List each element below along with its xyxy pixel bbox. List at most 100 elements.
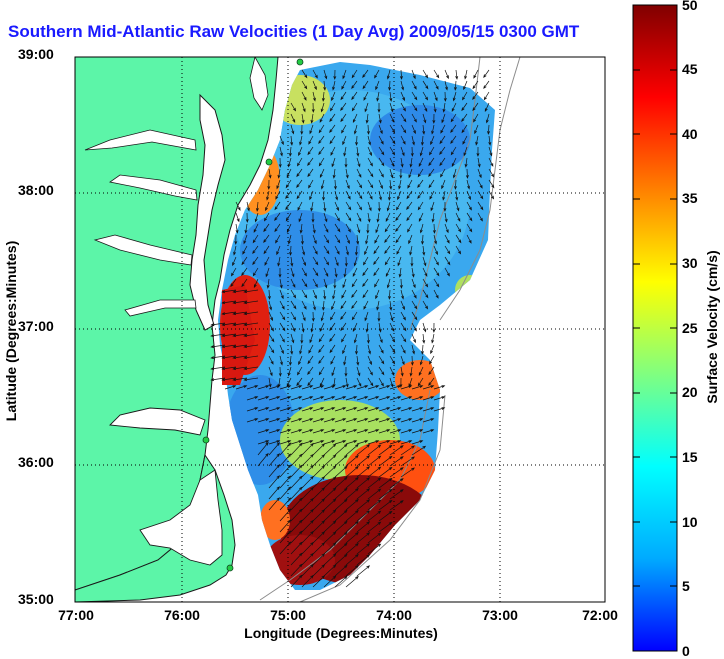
velocity-arrow (451, 102, 457, 112)
velocity-arrow (312, 440, 325, 445)
velocity-arrow (241, 256, 248, 266)
velocity-arrow (331, 157, 336, 168)
velocity-arrow (235, 212, 240, 223)
velocity-arrow (268, 475, 281, 489)
velocity-arrow (345, 179, 350, 190)
velocity-arrow (312, 418, 325, 423)
velocity-arrow (433, 289, 439, 299)
velocity-arrow (356, 179, 363, 189)
velocity-arrow (266, 278, 270, 289)
velocity-arrow (301, 407, 314, 412)
velocity-arrow (312, 509, 326, 522)
velocity-arrow (232, 322, 248, 327)
velocity-arrow (422, 385, 435, 390)
velocity-arrow (279, 396, 292, 401)
velocity-arrow (452, 168, 457, 179)
velocity-arrow (279, 453, 292, 467)
velocity-arrow (345, 407, 358, 412)
velocity-arrow (411, 102, 418, 112)
velocity-arrow (367, 510, 382, 522)
velocity-arrow (352, 113, 358, 124)
velocity-arrow (421, 344, 424, 355)
velocity-arrow (279, 508, 292, 522)
velocity-arrow (323, 553, 337, 566)
velocity-arrow (290, 113, 296, 123)
velocity-arrow (221, 311, 237, 316)
velocity-arrow (341, 124, 347, 134)
velocity-arrow (473, 113, 479, 123)
velocity-arrow (312, 498, 326, 511)
velocity-arrow (406, 190, 413, 200)
velocity-arrow (252, 245, 259, 255)
velocity-arrow (235, 223, 239, 234)
velocity-arrow (351, 289, 358, 299)
velocity-arrow (232, 289, 248, 294)
velocity-arrow (301, 574, 314, 588)
velocity-arrow (465, 168, 469, 179)
x-tick-label: 75:00 (270, 607, 306, 623)
velocity-arrow (334, 498, 348, 511)
velocity-arrow (367, 429, 380, 434)
velocity-arrow (488, 135, 492, 146)
velocity-arrow (411, 278, 416, 289)
velocity-arrow (461, 102, 468, 112)
velocity-arrow (353, 256, 358, 267)
velocity-arrow (411, 124, 416, 135)
velocity-arrow (345, 477, 359, 489)
velocity-arrow (444, 212, 448, 223)
velocity-arrow (288, 146, 292, 157)
velocity-arrow (422, 322, 427, 333)
velocity-arrow (431, 333, 435, 344)
velocity-arrow (268, 407, 281, 412)
velocity-arrow (455, 223, 462, 233)
velocity-arrow (296, 157, 303, 167)
velocity-arrow (279, 300, 285, 310)
y-tick-label: 37:00 (18, 318, 54, 334)
velocity-arrow (301, 552, 314, 566)
velocity-arrow (323, 418, 336, 423)
velocity-arrow (254, 212, 259, 223)
velocity-arrow (312, 385, 325, 390)
velocity-arrow (373, 245, 380, 255)
velocity-arrow (312, 454, 326, 467)
velocity-arrow (242, 245, 248, 255)
velocity-arrow (389, 500, 404, 511)
velocity-arrow (312, 80, 317, 91)
velocity-arrow (301, 429, 314, 434)
velocity-arrow (483, 91, 490, 101)
velocity-arrow (290, 344, 294, 355)
velocity-arrow (378, 440, 391, 445)
x-tick-label: 72:00 (582, 607, 618, 623)
velocity-arrow (257, 385, 270, 390)
velocity-arrow (356, 168, 362, 178)
velocity-arrow (279, 311, 286, 321)
velocity-arrow (345, 510, 359, 522)
velocity-arrow (210, 355, 226, 360)
velocity-arrow (418, 366, 424, 376)
velocity-arrow (411, 300, 418, 310)
velocity-arrow (395, 234, 402, 244)
velocity-arrow (290, 135, 294, 146)
velocity-arrow (279, 530, 292, 544)
velocity-arrow (278, 366, 282, 377)
velocity-arrow (323, 212, 328, 223)
velocity-arrow (400, 333, 407, 343)
velocity-arrow (400, 102, 406, 112)
velocity-arrow (452, 91, 457, 102)
velocity-arrow (268, 440, 281, 445)
velocity-arrow (367, 344, 371, 355)
velocity-arrow (422, 245, 426, 256)
y-tick-label: 35:00 (18, 591, 54, 607)
velocity-arrow (356, 543, 371, 555)
velocity-arrow (353, 333, 358, 344)
velocity-arrow (441, 179, 446, 190)
velocity-arrow (342, 344, 347, 355)
velocity-arrow (351, 311, 358, 321)
map-title: Southern Mid-Atlantic Raw Velocities (1 … (8, 22, 580, 41)
velocity-arrow (422, 429, 435, 434)
velocity-arrow (232, 366, 248, 371)
velocity-arrow (444, 267, 450, 277)
velocity-arrow (419, 146, 424, 157)
velocity-arrow (356, 488, 371, 500)
velocity-arrow (244, 223, 248, 234)
